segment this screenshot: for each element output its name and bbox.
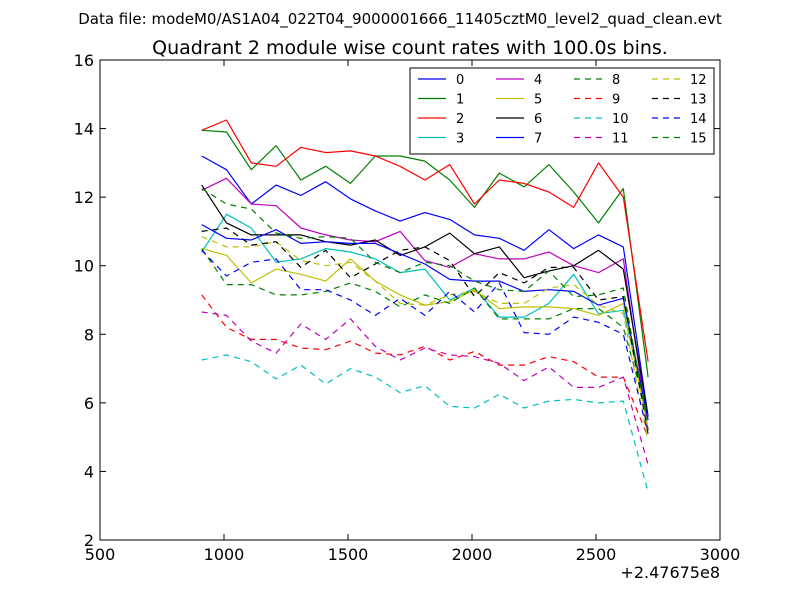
series-line-2 bbox=[201, 119, 649, 362]
series-line-1 bbox=[201, 129, 649, 378]
series-line-14 bbox=[201, 249, 649, 434]
legend-label-14: 14 bbox=[690, 112, 707, 127]
y-tick-label-10: 10 bbox=[74, 257, 94, 276]
x-tick-label-2000: 2000 bbox=[452, 545, 493, 564]
legend-label-15: 15 bbox=[690, 132, 707, 147]
x-tick-label-500: 500 bbox=[85, 545, 116, 564]
legend-label-5: 5 bbox=[534, 93, 542, 108]
x-tick-label-2500: 2500 bbox=[576, 545, 617, 564]
legend-label-10: 10 bbox=[612, 112, 629, 127]
x-offset-label: +2.47675e8 bbox=[620, 563, 720, 582]
legend-label-9: 9 bbox=[612, 93, 620, 108]
x-tick-label-3000: 3000 bbox=[700, 545, 741, 564]
y-tick-label-14: 14 bbox=[74, 120, 94, 139]
y-tick-label-4: 4 bbox=[84, 462, 94, 481]
legend-label-4: 4 bbox=[534, 73, 542, 88]
y-tick-label-6: 6 bbox=[84, 394, 94, 413]
x-tick-label-1500: 1500 bbox=[328, 545, 369, 564]
legend-label-11: 11 bbox=[612, 132, 629, 147]
series-line-8 bbox=[201, 248, 649, 417]
plot-frame bbox=[99, 59, 721, 541]
series-line-11 bbox=[201, 311, 649, 465]
legend-label-0: 0 bbox=[456, 73, 464, 88]
legend-label-2: 2 bbox=[456, 112, 464, 127]
y-tick-label-2: 2 bbox=[84, 531, 94, 550]
chart-suptitle: Data file: modeM0/AS1A04_022T04_90000016… bbox=[78, 10, 722, 29]
legend-label-1: 1 bbox=[456, 93, 464, 108]
series-line-12 bbox=[201, 236, 649, 441]
series-line-3 bbox=[201, 213, 649, 417]
series-line-0 bbox=[201, 155, 649, 417]
series-layer bbox=[201, 119, 649, 493]
series-line-9 bbox=[201, 294, 649, 438]
legend-label-3: 3 bbox=[456, 132, 464, 147]
legend-label-6: 6 bbox=[534, 112, 542, 127]
legend-box bbox=[409, 67, 715, 155]
legend-label-8: 8 bbox=[612, 73, 620, 88]
y-tick-label-8: 8 bbox=[84, 325, 94, 344]
x-tick-label-1000: 1000 bbox=[204, 545, 245, 564]
series-line-7 bbox=[201, 224, 649, 421]
series-line-15 bbox=[201, 188, 649, 431]
legend-label-7: 7 bbox=[534, 132, 542, 147]
series-line-10 bbox=[201, 354, 649, 493]
legend-label-12: 12 bbox=[690, 73, 707, 88]
chart-title: Quadrant 2 module wise count rates with … bbox=[152, 37, 668, 59]
series-line-13 bbox=[201, 227, 649, 434]
y-tick-label-16: 16 bbox=[74, 51, 94, 70]
y-tick-label-12: 12 bbox=[74, 188, 94, 207]
legend-label-13: 13 bbox=[690, 93, 707, 108]
